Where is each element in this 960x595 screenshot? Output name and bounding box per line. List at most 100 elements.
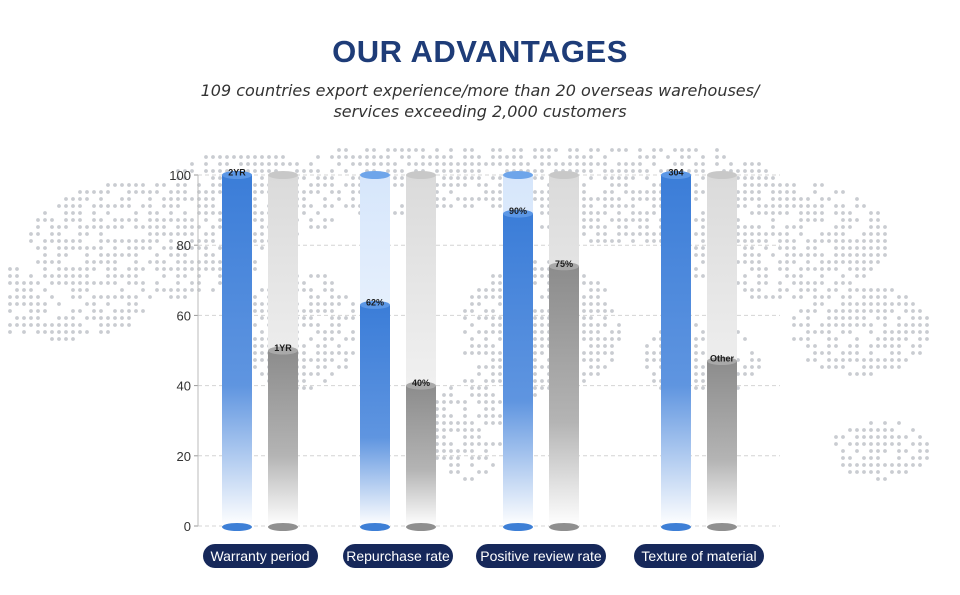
map-dot <box>862 274 866 278</box>
map-dot <box>813 218 817 222</box>
map-dot <box>883 365 887 369</box>
map-dot <box>918 344 922 348</box>
map-dot <box>491 400 495 404</box>
map-dot <box>855 260 859 264</box>
map-dot <box>897 302 901 306</box>
map-dot <box>890 470 894 474</box>
map-dot <box>15 302 19 306</box>
map-dot <box>141 288 145 292</box>
bar-other <box>549 266 579 526</box>
map-dot <box>491 281 495 285</box>
map-dot <box>806 218 810 222</box>
map-dot <box>834 225 838 229</box>
map-dot <box>757 267 761 271</box>
map-dot <box>827 295 831 299</box>
map-dot <box>484 337 488 341</box>
map-dot <box>911 330 915 334</box>
map-dot <box>869 456 873 460</box>
map-dot <box>869 239 873 243</box>
map-dot <box>834 323 838 327</box>
map-dot <box>617 239 621 243</box>
map-dot <box>631 197 635 201</box>
map-dot <box>435 400 439 404</box>
map-dot <box>337 190 341 194</box>
map-dot <box>253 358 257 362</box>
map-dot <box>176 253 180 257</box>
map-dot <box>771 183 775 187</box>
map-dot <box>379 162 383 166</box>
map-dot <box>43 246 47 250</box>
map-dot <box>78 218 82 222</box>
map-dot <box>309 386 313 390</box>
map-dot <box>827 267 831 271</box>
map-dot <box>743 197 747 201</box>
map-dot <box>323 337 327 341</box>
map-dot <box>589 358 593 362</box>
map-dot <box>99 246 103 250</box>
map-dot <box>603 197 607 201</box>
map-dot <box>694 337 698 341</box>
map-dot <box>918 442 922 446</box>
map-dot <box>491 162 495 166</box>
map-dot <box>477 428 481 432</box>
map-dot <box>295 169 299 173</box>
map-dot <box>260 232 264 236</box>
map-dot <box>43 330 47 334</box>
map-dot <box>876 456 880 460</box>
map-dot <box>757 197 761 201</box>
map-dot <box>736 225 740 229</box>
map-dot <box>309 162 313 166</box>
map-dot <box>848 330 852 334</box>
map-dot <box>869 330 873 334</box>
map-dot <box>477 295 481 299</box>
map-dot <box>841 309 845 313</box>
map-dot <box>701 225 705 229</box>
map-dot <box>190 239 194 243</box>
map-dot <box>848 358 852 362</box>
map-dot <box>862 302 866 306</box>
map-dot <box>442 204 446 208</box>
map-dot <box>71 337 75 341</box>
map-dot <box>225 162 229 166</box>
map-dot <box>365 148 369 152</box>
map-dot <box>470 323 474 327</box>
map-dot <box>323 218 327 222</box>
map-dot <box>911 344 915 348</box>
map-dot <box>491 197 495 201</box>
map-dot <box>533 169 537 173</box>
map-dot <box>183 190 187 194</box>
map-dot <box>204 211 208 215</box>
map-dot <box>484 351 488 355</box>
map-dot <box>855 246 859 250</box>
map-dot <box>421 148 425 152</box>
map-dot <box>323 288 327 292</box>
map-dot <box>477 414 481 418</box>
map-dot <box>533 190 537 194</box>
map-dot <box>302 316 306 320</box>
map-dot <box>806 281 810 285</box>
map-dot <box>99 253 103 257</box>
map-dot <box>316 274 320 278</box>
map-dot <box>309 295 313 299</box>
map-dot <box>806 239 810 243</box>
y-tick-label: 80 <box>177 238 191 253</box>
map-dot <box>484 379 488 383</box>
map-dot <box>694 365 698 369</box>
map-dot <box>869 442 873 446</box>
map-dot <box>519 162 523 166</box>
map-dot <box>589 225 593 229</box>
map-dot <box>589 309 593 313</box>
map-dot <box>645 232 649 236</box>
map-dot <box>491 330 495 334</box>
map-dot <box>925 442 929 446</box>
map-dot <box>477 197 481 201</box>
map-dot <box>442 176 446 180</box>
map-dot <box>211 267 215 271</box>
map-dot <box>827 351 831 355</box>
map-dot <box>155 218 159 222</box>
map-dot <box>820 232 824 236</box>
map-dot <box>785 232 789 236</box>
map-dot <box>470 428 474 432</box>
map-dot <box>176 295 180 299</box>
bar-other-top-cap <box>406 381 436 390</box>
